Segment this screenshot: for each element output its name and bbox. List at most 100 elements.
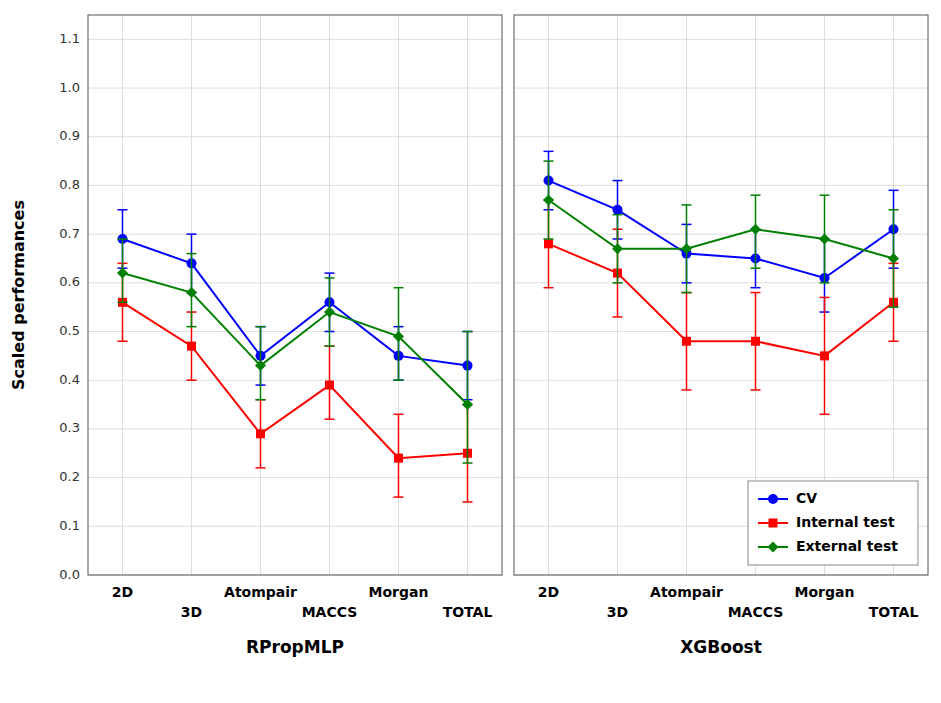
- legend-marker: [768, 494, 778, 504]
- point: [751, 337, 760, 346]
- y-axis-label: Scaled performances: [9, 200, 28, 390]
- grid-line: [514, 185, 928, 186]
- series-line: [549, 181, 894, 278]
- series-line: [549, 244, 894, 356]
- grid-line: [514, 136, 928, 137]
- point: [255, 360, 266, 371]
- category-label: MACCS: [302, 604, 358, 620]
- series: [118, 263, 473, 502]
- error-bar: [682, 205, 692, 293]
- point: [325, 381, 334, 390]
- category-label: TOTAL: [443, 604, 493, 620]
- error-bar: [325, 278, 335, 346]
- grid-line-x: [260, 15, 261, 575]
- point: [117, 268, 128, 279]
- error-bar: [613, 215, 623, 283]
- error-bar: [187, 254, 197, 327]
- tick-label: 0.0: [59, 567, 80, 582]
- category-label: Morgan: [369, 584, 429, 600]
- grid-line: [514, 234, 928, 235]
- grid-line-x: [398, 15, 399, 575]
- grid: [88, 15, 502, 575]
- grid-line: [514, 428, 928, 429]
- tick-label: 0.6: [59, 274, 80, 289]
- point: [256, 429, 265, 438]
- point: [543, 195, 554, 206]
- grid-line: [88, 185, 502, 186]
- legend-label: Internal test: [796, 514, 895, 530]
- grid-line: [514, 88, 928, 89]
- point: [750, 224, 761, 235]
- legend-box: [748, 481, 918, 565]
- point: [613, 205, 623, 215]
- series-line: [123, 302, 468, 458]
- grid-line-x: [548, 15, 549, 575]
- tick-label: 0.8: [59, 177, 80, 192]
- point: [462, 399, 473, 410]
- error-bar: [118, 263, 128, 341]
- point: [186, 287, 197, 298]
- error-bar: [394, 288, 404, 381]
- grid-line: [88, 428, 502, 429]
- tick-label: 0.9: [59, 128, 80, 143]
- legend-marker: [769, 519, 778, 528]
- error-bar: [820, 195, 830, 283]
- category-label: TOTAL: [869, 604, 919, 620]
- error-bar: [394, 414, 404, 497]
- tick-label: 1.1: [59, 31, 80, 46]
- tick-label: 0.7: [59, 226, 80, 241]
- series-line: [549, 200, 894, 258]
- category-label: Atompair: [224, 584, 297, 600]
- tick-label: 0.1: [59, 518, 80, 533]
- category-label: MACCS: [728, 604, 784, 620]
- point: [681, 243, 692, 254]
- legend-label: External test: [796, 538, 898, 554]
- grid-line: [88, 380, 502, 381]
- point: [393, 331, 404, 342]
- error-bar: [256, 400, 266, 468]
- series-line: [123, 239, 468, 366]
- error-bar: [118, 239, 128, 302]
- series: [543, 161, 899, 307]
- grid: [514, 15, 928, 575]
- point: [187, 342, 196, 351]
- error-bar: [544, 161, 554, 239]
- grid-line-x: [686, 15, 687, 575]
- grid-line: [514, 477, 928, 478]
- error-bar: [682, 293, 692, 390]
- grid-line: [88, 477, 502, 478]
- grid-line: [88, 234, 502, 235]
- chart: 0.00.10.20.30.40.50.60.70.80.91.01.12D3D…: [0, 0, 941, 703]
- grid-line-x: [467, 15, 468, 575]
- category-label: 3D: [181, 604, 202, 620]
- plot-area: [117, 210, 473, 502]
- tick-label: 0.3: [59, 420, 80, 435]
- grid-line-x: [617, 15, 618, 575]
- grid-line: [88, 136, 502, 137]
- series: [544, 151, 899, 312]
- error-bar: [751, 293, 761, 390]
- grid-line: [88, 331, 502, 332]
- tick-label: 0.4: [59, 372, 80, 387]
- error-bar: [820, 297, 830, 414]
- grid-line-x: [329, 15, 330, 575]
- x-axis-label: XGBoost: [680, 637, 762, 657]
- tick-label: 0.2: [59, 469, 80, 484]
- category-label: 3D: [607, 604, 628, 620]
- grid-line: [88, 88, 502, 89]
- error-bar: [751, 195, 761, 268]
- point: [612, 243, 623, 254]
- plot-frame: [514, 15, 928, 575]
- tick-label: 1.0: [59, 80, 80, 95]
- grid-line: [88, 39, 502, 40]
- category-label: Atompair: [650, 584, 723, 600]
- series-line: [123, 273, 468, 404]
- plot-frame: [88, 15, 502, 575]
- point: [819, 234, 830, 245]
- point: [394, 454, 403, 463]
- plot-area: [543, 151, 899, 414]
- category-label: 2D: [538, 584, 559, 600]
- series: [118, 210, 473, 400]
- legend: CVInternal testExternal test: [748, 481, 918, 565]
- category-label: Morgan: [795, 584, 855, 600]
